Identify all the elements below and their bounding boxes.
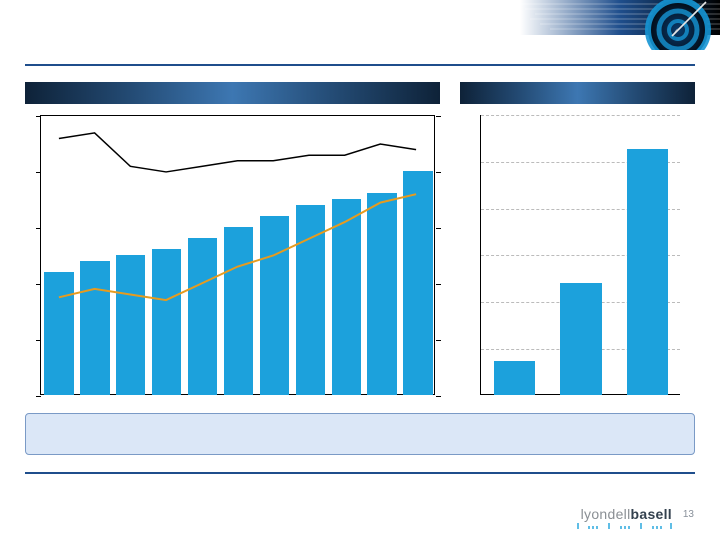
- logo-part2: basell: [631, 506, 673, 522]
- chart-left: [40, 115, 435, 395]
- bottom-rule: [25, 472, 695, 474]
- footer-callout: [25, 413, 695, 455]
- header-bar-right: [460, 82, 695, 104]
- logo-part1: lyondell: [581, 506, 631, 522]
- top-rule: [25, 64, 695, 66]
- chart-right: [480, 115, 680, 395]
- chart-right-bar: [560, 283, 601, 395]
- corner-decoration: [520, 0, 720, 50]
- logo-lyondellbasell: lyondellbasell: [581, 506, 672, 522]
- header-bar-left: [25, 82, 440, 104]
- chart-right-bar: [494, 361, 535, 395]
- page-number: 13: [683, 509, 694, 520]
- logo-ticks: [577, 523, 672, 529]
- chart-right-bar: [627, 149, 668, 395]
- chart-left-lines: [41, 116, 434, 395]
